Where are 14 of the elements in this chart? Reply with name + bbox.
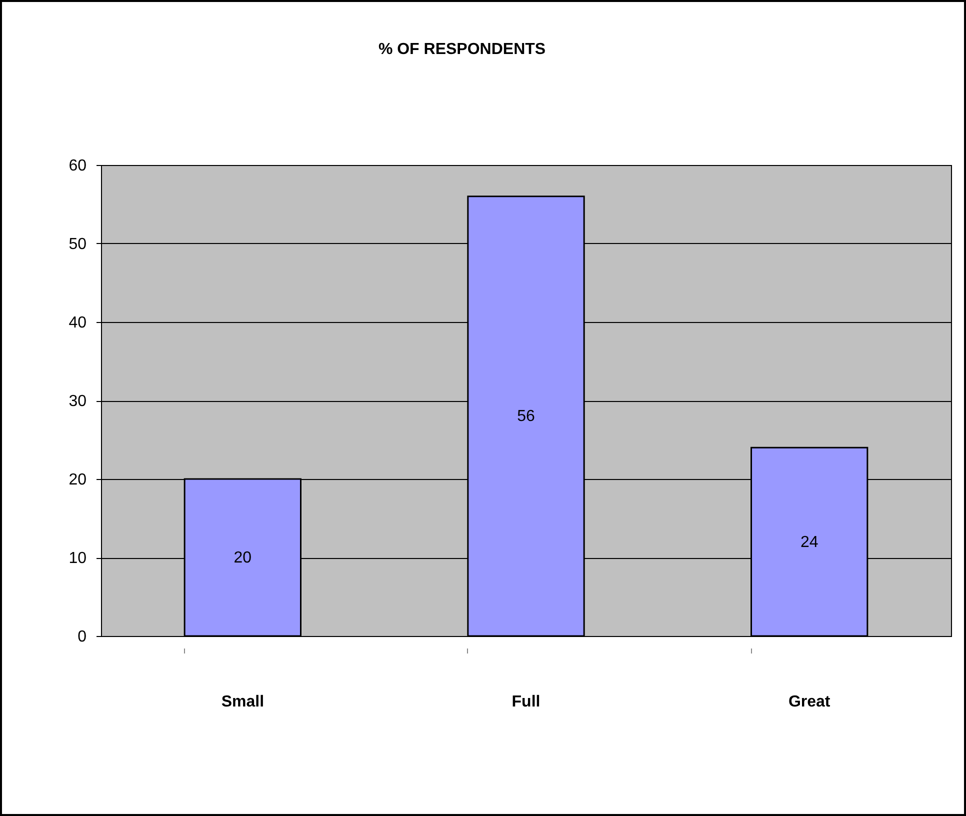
- y-tick-label: 40: [68, 314, 87, 332]
- x-tick-label: Small: [221, 694, 264, 710]
- data-label: 24: [800, 534, 818, 551]
- y-tick-label: 10: [68, 550, 87, 567]
- x-tick-label: Full: [512, 694, 540, 710]
- chart-title: % OF RESPONDENTS: [378, 41, 546, 58]
- data-label: 56: [517, 408, 535, 426]
- y-tick-label: 60: [68, 158, 87, 174]
- data-label: 20: [234, 550, 252, 566]
- y-tick-label: 20: [68, 472, 87, 488]
- y-tick-label: 30: [68, 393, 87, 410]
- x-tick-label: Great: [788, 694, 831, 710]
- y-tick-label: 0: [78, 628, 87, 646]
- y-tick-label: 50: [68, 236, 87, 253]
